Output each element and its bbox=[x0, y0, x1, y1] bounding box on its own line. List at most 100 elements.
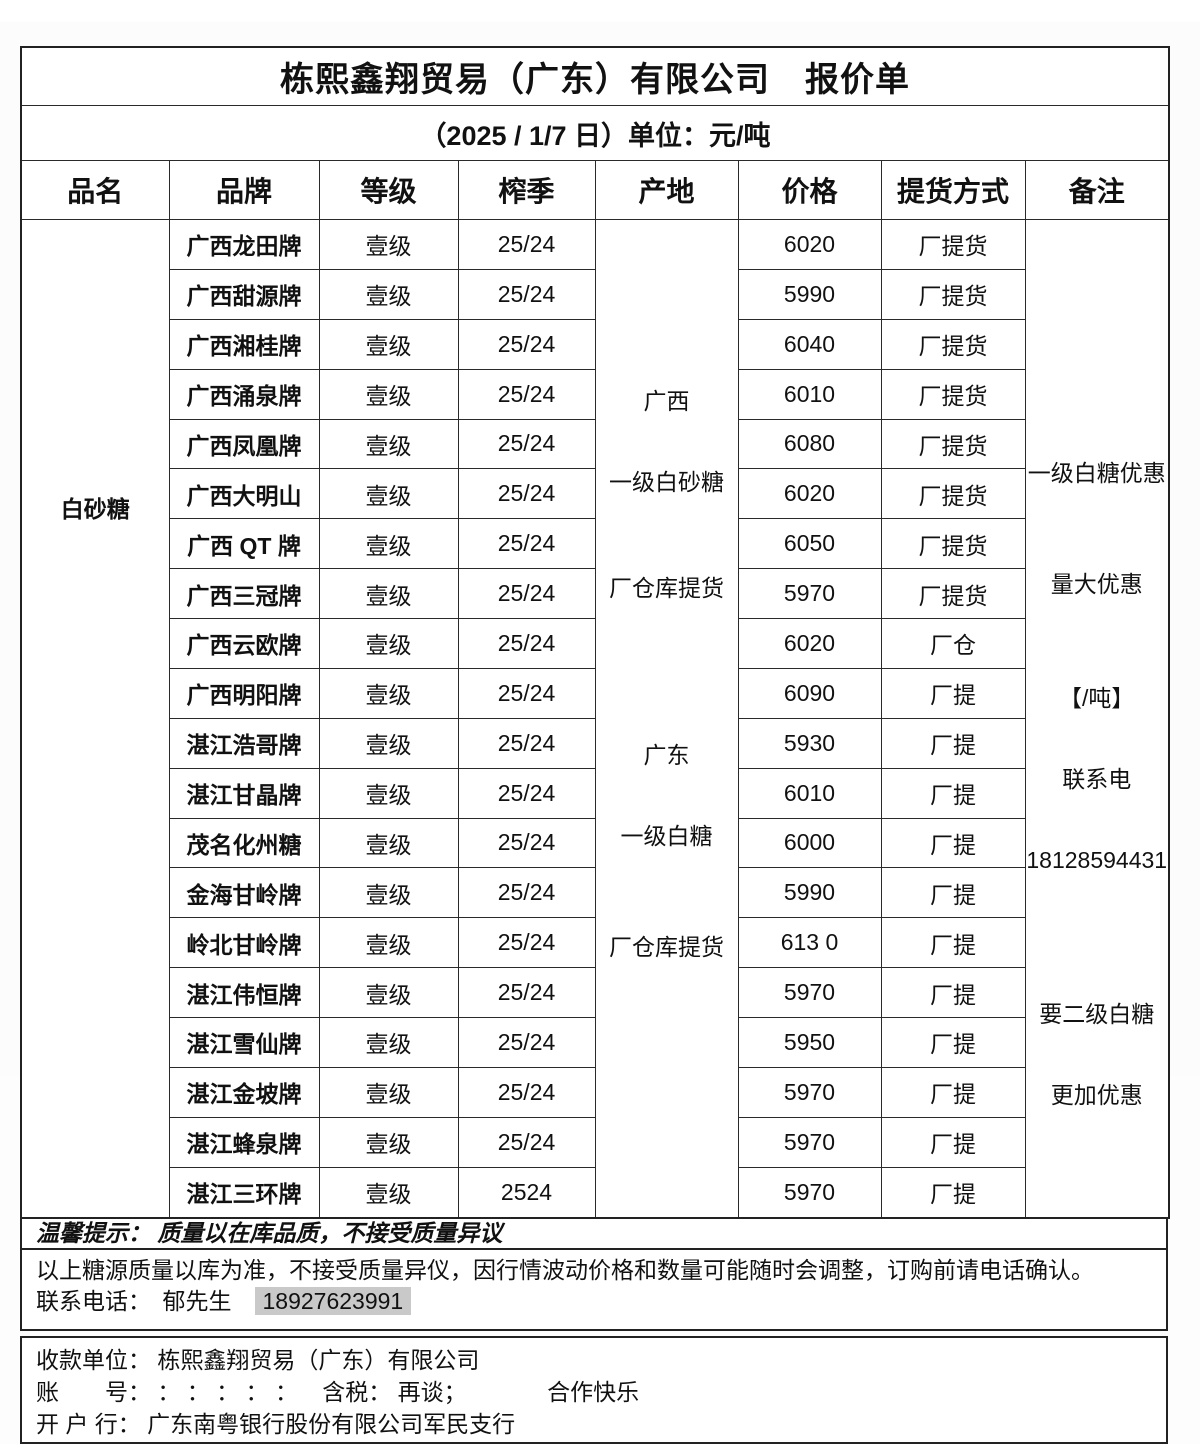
season-cell: 25/24 bbox=[457, 268, 596, 320]
table-row: 湛江伟恒牌 壹级 25/24 5970 厂提 bbox=[21, 967, 1169, 1018]
price-cell: 6020 bbox=[737, 219, 882, 270]
grade-cell: 壹级 bbox=[318, 368, 459, 420]
grade-cell: 壹级 bbox=[318, 967, 459, 1018]
header-cell-product: 品名 bbox=[20, 160, 170, 220]
warm-tip-bar: 温馨提示： 质量以在库品质，不接受质量异议 bbox=[20, 1219, 1168, 1250]
brand-cell: 广西甜源牌 bbox=[168, 268, 320, 320]
price-cell: 6010 bbox=[737, 767, 882, 819]
company-title: 栋熙鑫翔贸易（广东）有限公司 报价单 bbox=[20, 46, 1170, 106]
remark-contact-phone: 18128594431 bbox=[1026, 847, 1168, 873]
header-row: 品名 品牌 等级 榨季 产地 价格 提货方式 备注 bbox=[20, 160, 1170, 220]
grade-cell: 壹级 bbox=[318, 917, 459, 969]
grade-cell: 壹级 bbox=[318, 468, 459, 520]
grade-cell: 壹级 bbox=[318, 418, 459, 470]
grade-cell: 壹级 bbox=[318, 767, 459, 819]
price-cell: 6090 bbox=[737, 667, 882, 719]
price-cell: 5970 bbox=[737, 967, 882, 1018]
contact-line: 联系电话： 郁先生 18927623991 bbox=[36, 1286, 1152, 1317]
pickup-cell: 厂提货 bbox=[880, 219, 1026, 270]
pickup-cell: 厂提货 bbox=[880, 318, 1026, 370]
pickup-cell: 厂提 bbox=[880, 1017, 1026, 1068]
price-cell: 5990 bbox=[737, 268, 882, 320]
remark-grade2-line: 要二级白糖 bbox=[1039, 1001, 1155, 1027]
price-cell: 6020 bbox=[737, 618, 882, 669]
table-row: 广西 QT 牌 壹级 25/24 6050 厂提货 bbox=[21, 518, 1169, 570]
season-cell: 2524 bbox=[457, 1166, 596, 1219]
season-cell: 25/24 bbox=[457, 817, 596, 869]
price-cell: 5990 bbox=[737, 867, 882, 919]
season-cell: 25/24 bbox=[457, 1116, 596, 1168]
brand-cell: 湛江金坡牌 bbox=[168, 1066, 320, 1118]
brand-cell: 湛江蜂泉牌 bbox=[168, 1116, 320, 1168]
grade-cell: 壹级 bbox=[318, 518, 459, 570]
grade-cell: 壹级 bbox=[318, 618, 459, 669]
brand-cell: 广西 QT 牌 bbox=[168, 518, 320, 570]
price-cell: 5950 bbox=[737, 1017, 882, 1068]
brand-cell: 湛江雪仙牌 bbox=[168, 1017, 320, 1068]
date-unit-line: （2025 / 1/7 日）单位：元/吨 bbox=[20, 105, 1170, 161]
pickup-cell: 厂提 bbox=[880, 1166, 1026, 1219]
bank-branch-line: 开 户 行： 广东南粤银行股份有限公司军民支行 bbox=[36, 1411, 516, 1437]
header-cell-pickup: 提货方式 bbox=[880, 160, 1026, 220]
origin-pickup-1: 厂仓库提货 bbox=[609, 575, 724, 601]
remark-cell: 一级白糖优惠 量大优惠 【/吨】 联系电 18128594431 要二级白糖 更… bbox=[1024, 219, 1170, 1219]
grade-cell: 壹级 bbox=[318, 817, 459, 869]
brand-cell: 金海甘岭牌 bbox=[168, 867, 320, 919]
season-cell: 25/24 bbox=[457, 418, 596, 470]
pickup-cell: 厂提货 bbox=[880, 418, 1026, 470]
header-cell-grade: 等级 bbox=[318, 160, 459, 220]
season-cell: 25/24 bbox=[457, 917, 596, 969]
price-cell: 613 0 bbox=[737, 917, 882, 969]
price-cell: 5970 bbox=[737, 1166, 882, 1219]
origin-product-1: 一级白砂糖 bbox=[609, 469, 724, 495]
brand-cell: 广西湘桂牌 bbox=[168, 318, 320, 370]
brand-cell: 湛江伟恒牌 bbox=[168, 967, 320, 1018]
remark-grade2-line2: 更加优惠 bbox=[1050, 1082, 1143, 1108]
header-cell-season: 榨季 bbox=[457, 160, 596, 220]
table-row: 湛江雪仙牌 壹级 25/24 5950 厂提 bbox=[21, 1017, 1169, 1068]
season-cell: 25/24 bbox=[457, 667, 596, 719]
grade-cell: 壹级 bbox=[318, 219, 459, 270]
quotation-table: 栋熙鑫翔贸易（广东）有限公司 报价单 （2025 / 1/7 日）单位：元/吨 … bbox=[20, 46, 1170, 1219]
contact-phone: 18927623991 bbox=[254, 1287, 412, 1315]
origin-product-2: 一级白糖 bbox=[620, 823, 713, 849]
price-cell: 5970 bbox=[737, 568, 882, 619]
price-cell: 5930 bbox=[737, 717, 882, 769]
season-cell: 25/24 bbox=[457, 318, 596, 370]
grade-cell: 壹级 bbox=[318, 268, 459, 320]
pickup-cell: 厂提 bbox=[880, 717, 1026, 769]
grade-cell: 壹级 bbox=[318, 1066, 459, 1118]
header-cell-brand: 品牌 bbox=[168, 160, 320, 220]
bank-info-box: 收款单位： 栋熙鑫翔贸易（广东）有限公司 账 号： ： ： ： ： ： 含税： … bbox=[20, 1336, 1168, 1444]
price-cell: 5970 bbox=[737, 1116, 882, 1168]
season-cell: 25/24 bbox=[457, 717, 596, 769]
remark-discount-line: 一级白糖优惠 bbox=[1027, 460, 1166, 486]
pickup-cell: 厂提 bbox=[880, 667, 1026, 719]
pickup-cell: 厂提 bbox=[880, 1066, 1026, 1118]
brand-cell: 广西凤凰牌 bbox=[168, 418, 320, 470]
brand-cell: 广西明阳牌 bbox=[168, 667, 320, 719]
table-row: 岭北甘岭牌 壹级 25/24 613 0 厂提 bbox=[21, 917, 1169, 969]
price-cell: 6040 bbox=[737, 318, 882, 370]
season-cell: 25/24 bbox=[457, 219, 596, 270]
brand-cell: 广西龙田牌 bbox=[168, 219, 320, 270]
table-row: 广西三冠牌 壹级 25/24 5970 厂提货 bbox=[21, 568, 1169, 619]
brand-cell: 广西三冠牌 bbox=[168, 568, 320, 619]
season-cell: 25/24 bbox=[457, 967, 596, 1018]
brand-cell: 广西云欧牌 bbox=[168, 618, 320, 669]
grade-cell: 壹级 bbox=[318, 667, 459, 719]
product-name-label: 白砂糖 bbox=[60, 496, 130, 522]
pickup-cell: 厂提 bbox=[880, 767, 1026, 819]
pickup-cell: 厂提货 bbox=[880, 468, 1026, 520]
grade-cell: 壹级 bbox=[318, 1116, 459, 1168]
pickup-cell: 厂提 bbox=[880, 967, 1026, 1018]
season-cell: 25/24 bbox=[457, 1017, 596, 1068]
season-cell: 25/24 bbox=[457, 518, 596, 570]
brand-cell: 岭北甘岭牌 bbox=[168, 917, 320, 969]
remark-bulk-line: 量大优惠 bbox=[1050, 571, 1143, 597]
table-row: 广西湘桂牌 壹级 25/24 6040 厂提货 bbox=[21, 318, 1169, 370]
header-cell-price: 价格 bbox=[737, 160, 882, 220]
payee-line: 收款单位： 栋熙鑫翔贸易（广东）有限公司 bbox=[36, 1347, 480, 1373]
table-row: 广西大明山 壹级 25/24 6020 厂提货 bbox=[21, 468, 1169, 520]
grade-cell: 壹级 bbox=[318, 568, 459, 619]
